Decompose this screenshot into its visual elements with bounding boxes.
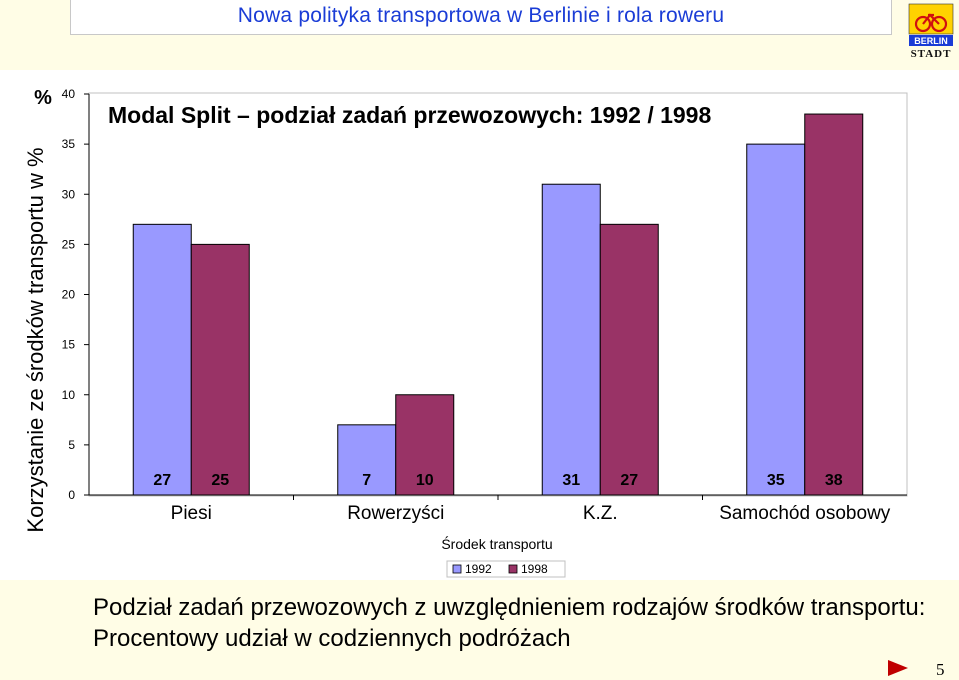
category-labels: Piesi Rowerzyści K.Z. Samochód osobowy bbox=[171, 503, 891, 524]
y-tick-label: 35 bbox=[62, 137, 76, 151]
y-axis-title: Korzystanie ze środków transportu w % bbox=[23, 147, 48, 532]
page-number: 5 bbox=[936, 660, 945, 679]
data-labels: 27 25 7 10 31 27 35 38 bbox=[153, 472, 842, 489]
bars bbox=[132, 113, 864, 496]
y-tick-label: 0 bbox=[68, 488, 75, 502]
legend-label-1992: 1992 bbox=[465, 562, 492, 576]
bar-1998 bbox=[190, 243, 250, 496]
data-label-1992: 31 bbox=[562, 472, 580, 489]
y-tick-label: 30 bbox=[62, 187, 76, 201]
y-tick-label: 10 bbox=[62, 388, 76, 402]
logo-line1: BERLIN bbox=[914, 36, 948, 46]
legend: 1992 1998 bbox=[446, 560, 566, 578]
slide-title: Nowa polityka transportowa w Berlinie i … bbox=[237, 4, 725, 27]
y-unit-label: % bbox=[34, 87, 52, 109]
legend-swatch-1998 bbox=[508, 564, 518, 574]
bar-1992 bbox=[746, 143, 806, 496]
data-label-1992: 7 bbox=[362, 472, 371, 489]
bar-1998 bbox=[804, 113, 864, 496]
data-label-1992: 27 bbox=[153, 472, 171, 489]
next-slide-arrow-icon[interactable] bbox=[888, 660, 908, 676]
bar-1992 bbox=[132, 223, 192, 496]
data-label-1998: 27 bbox=[620, 472, 638, 489]
chart-area: Korzystanie ze środków transportu w % % … bbox=[0, 70, 959, 580]
data-label-1998: 10 bbox=[416, 472, 434, 489]
berlin-stadt-logo: BERLIN STADT bbox=[908, 3, 954, 60]
bar-1998 bbox=[599, 223, 659, 496]
slide-caption: Podział zadań przewozowych z uwzględnien… bbox=[93, 594, 926, 652]
x-axis-title: Środek transportu bbox=[441, 535, 552, 552]
modal-split-chart: Korzystanie ze środków transportu w % % … bbox=[23, 87, 908, 578]
category-label: Rowerzyści bbox=[347, 503, 444, 524]
category-label: Piesi bbox=[171, 503, 212, 524]
data-label-1998: 38 bbox=[825, 472, 843, 489]
y-tick-label: 40 bbox=[62, 87, 76, 101]
header-box: Nowa polityka transportowa w Berlinie i … bbox=[70, 0, 892, 35]
bar-1998 bbox=[395, 394, 455, 496]
data-label-1992: 35 bbox=[767, 472, 785, 489]
legend-swatch-1992 bbox=[452, 564, 462, 574]
data-label-1998: 25 bbox=[211, 472, 229, 489]
category-label: Samochód osobowy bbox=[719, 503, 891, 524]
legend-frame bbox=[446, 560, 566, 578]
logo-line2: STADT bbox=[911, 48, 952, 60]
legend-label-1998: 1998 bbox=[521, 562, 548, 576]
y-tick-label: 15 bbox=[62, 338, 76, 352]
chart-title: Modal Split – podział zadań przewozowych… bbox=[108, 102, 711, 128]
bar-1992 bbox=[541, 183, 601, 496]
y-tick-label: 25 bbox=[62, 237, 76, 251]
category-label: K.Z. bbox=[583, 503, 618, 524]
y-tick-label: 20 bbox=[62, 288, 76, 302]
y-tick-label: 5 bbox=[68, 438, 75, 452]
